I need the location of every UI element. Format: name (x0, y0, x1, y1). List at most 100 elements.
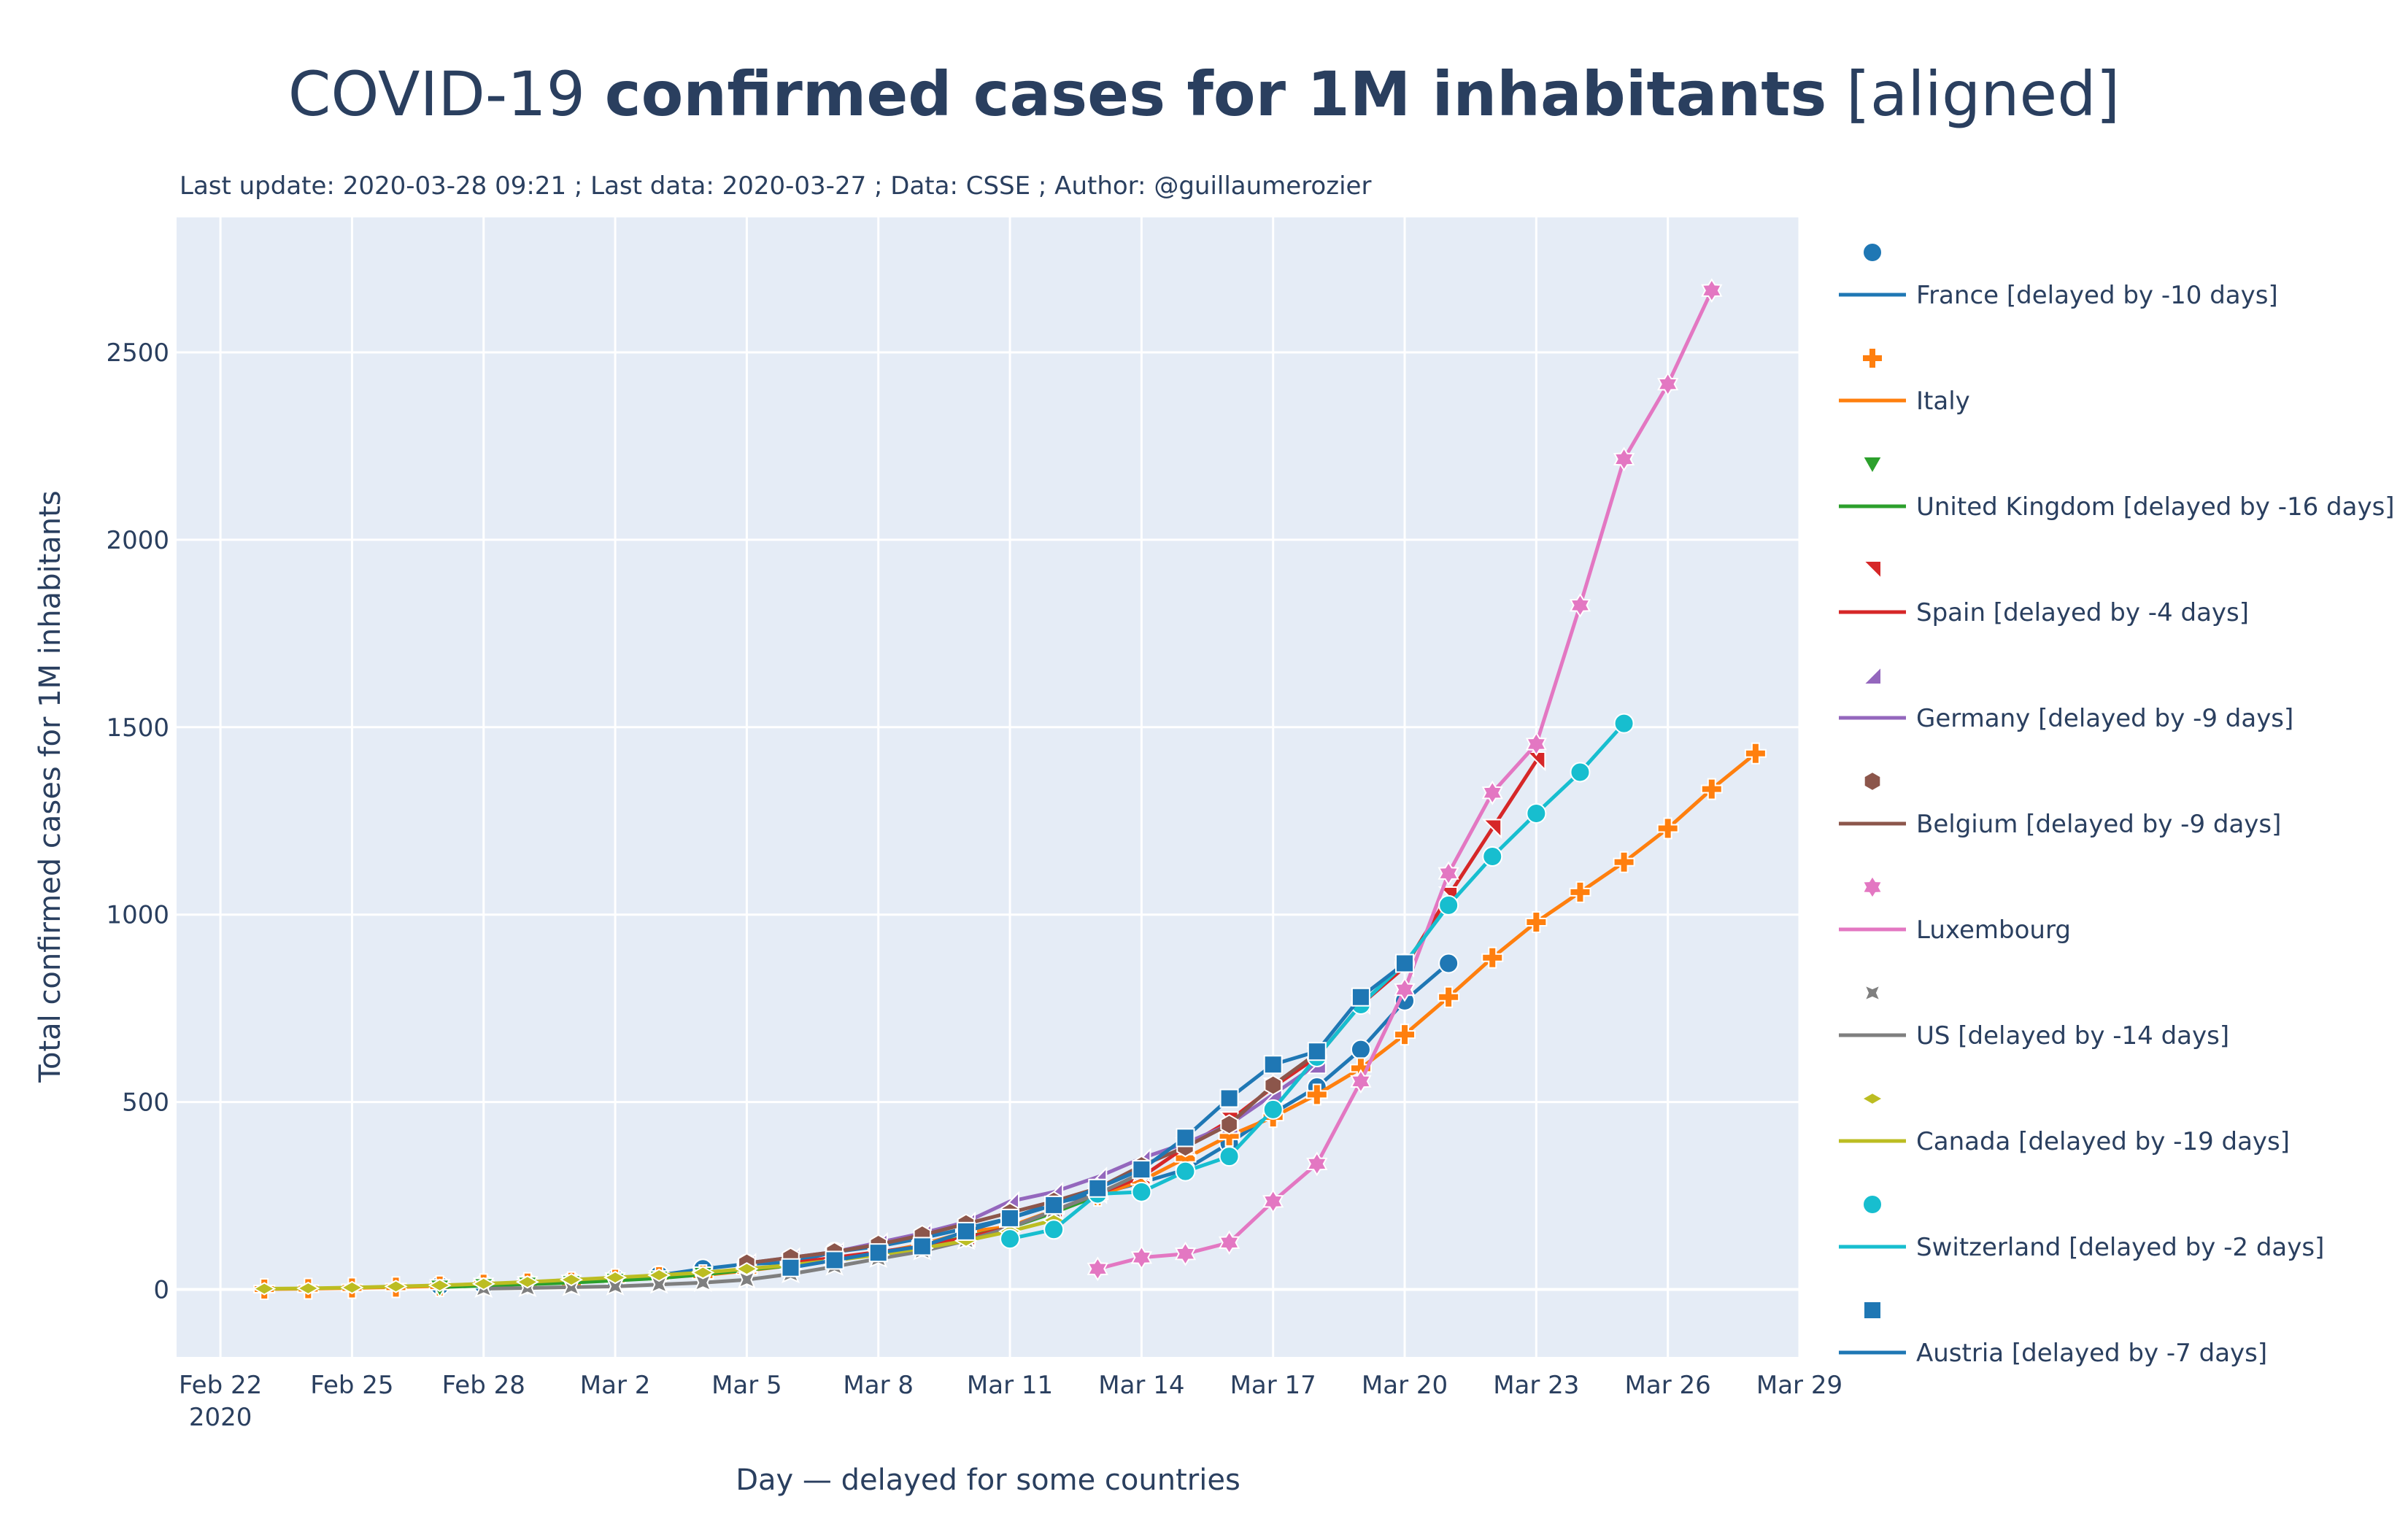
data-point (647, 1268, 671, 1283)
legend-marker (1863, 1301, 1882, 1320)
data-point (825, 1250, 844, 1270)
legend-item[interactable]: France [delayed by -10 days] (1839, 242, 2278, 310)
legend-label: Italy (1916, 387, 1970, 416)
data-point (1219, 1088, 1239, 1108)
legend-label: Belgium [delayed by -9 days] (1916, 810, 2281, 839)
legend-item[interactable]: Switzerland [delayed by -2 days] (1839, 1194, 2324, 1262)
data-point (1657, 371, 1679, 397)
data-point (1218, 1230, 1240, 1256)
x-tick-year-label: 2020 (189, 1403, 252, 1432)
data-point (737, 1270, 756, 1289)
legend-marker (1861, 347, 1883, 369)
series-6 (1087, 278, 1723, 1282)
legend-label: Switzerland [delayed by -2 days] (1916, 1233, 2324, 1262)
data-point (1306, 1151, 1328, 1177)
legend-item[interactable]: Spain [delayed by -4 days] (1839, 560, 2249, 627)
data-point (1525, 910, 1548, 933)
x-tick-label: Mar 14 (1098, 1371, 1184, 1400)
legend-label: Spain [delayed by -4 days] (1916, 598, 2249, 627)
data-point (559, 1272, 583, 1287)
data-point (1000, 1229, 1021, 1250)
x-tick-label: Feb 28 (442, 1371, 525, 1400)
data-point (471, 1277, 495, 1291)
data-point (1350, 1069, 1372, 1094)
data-point (1481, 780, 1503, 805)
y-tick-label: 0 (153, 1276, 169, 1305)
x-tick-label: Mar 8 (843, 1371, 914, 1400)
data-point (1438, 986, 1460, 1008)
data-point (1569, 592, 1591, 618)
legend-marker (1861, 875, 1883, 900)
legend-item[interactable]: Italy (1839, 347, 1970, 416)
legend-item[interactable]: Luxembourg (1839, 875, 2071, 945)
data-point (1350, 1039, 1371, 1060)
legend-marker (1863, 983, 1882, 1002)
legend-item[interactable]: Canada [delayed by -19 days] (1839, 1091, 2290, 1156)
data-point (1613, 713, 1635, 734)
legend-item[interactable]: Germany [delayed by -9 days] (1839, 665, 2293, 733)
data-point (1220, 1114, 1238, 1135)
legend-marker (1862, 1194, 1883, 1215)
data-point (1176, 1128, 1195, 1148)
chart-title-bold: confirmed cases for 1M inhabitants (605, 58, 1827, 130)
data-point (1263, 1055, 1283, 1075)
data-point (1570, 762, 1591, 783)
legend-marker (1861, 456, 1883, 476)
legend-item[interactable]: Belgium [delayed by -9 days] (1839, 770, 2281, 839)
data-point (868, 1243, 888, 1263)
y-tick-label: 1500 (106, 713, 169, 743)
legend-item[interactable]: US [delayed by -14 days] (1839, 983, 2229, 1051)
x-tick-label: Mar 26 (1625, 1371, 1711, 1400)
x-tick-label: Mar 11 (967, 1371, 1053, 1400)
data-point (340, 1280, 364, 1295)
legend-marker (1861, 665, 1882, 685)
legend-marker (1863, 770, 1882, 792)
legend-item[interactable]: United Kingdom [delayed by -16 days] (1839, 456, 2395, 522)
chart-title-suffix: [aligned] (1826, 58, 2120, 130)
legend-label: Luxembourg (1916, 916, 2071, 945)
data-point (1481, 946, 1504, 969)
legend-label: France [delayed by -10 days] (1916, 281, 2278, 310)
legend[interactable]: France [delayed by -10 days] Italy United … (1839, 242, 2395, 1368)
x-tick-label: Mar 29 (1756, 1371, 1842, 1400)
legend-marker (1861, 560, 1882, 581)
chart-subtitle: Last update: 2020-03-28 09:21 ; Last dat… (180, 171, 1371, 201)
y-tick-label: 2500 (106, 338, 169, 368)
data-point (1569, 881, 1591, 903)
data-point (1307, 1042, 1327, 1061)
y-tick-label: 500 (122, 1088, 169, 1118)
data-point (1613, 851, 1635, 873)
series-10 (781, 953, 1415, 1277)
data-point (252, 1282, 277, 1296)
data-point (1088, 1178, 1108, 1198)
data-point (1087, 1256, 1108, 1282)
x-tick-label: Mar 2 (580, 1371, 651, 1400)
legend-label: Canada [delayed by -19 days] (1916, 1127, 2290, 1156)
x-tick-label: Feb 25 (310, 1371, 393, 1400)
data-point (1000, 1208, 1020, 1228)
legend-label: US [delayed by -14 days] (1916, 1021, 2229, 1051)
x-axis-ticks: Feb 22 2020 Feb 25 Feb 28 Mar 2 Mar 5 Mar 8 Mar… (179, 1371, 1842, 1432)
data-point (691, 1266, 715, 1280)
x-tick-label: Feb 22 (179, 1371, 262, 1400)
legend-label: Austria [delayed by -7 days] (1916, 1339, 2267, 1368)
data-point (428, 1278, 452, 1293)
data-point (1262, 1188, 1284, 1214)
x-tick-label: Mar 5 (711, 1371, 782, 1400)
data-point (1481, 819, 1502, 839)
data-point (384, 1280, 408, 1293)
data-point (1438, 894, 1459, 916)
data-point (1132, 1160, 1151, 1180)
legend-item[interactable]: Austria [delayed by -7 days] (1839, 1301, 2267, 1368)
data-point (1395, 953, 1415, 973)
data-point (1394, 977, 1416, 1002)
data-point (735, 1262, 759, 1276)
data-point (1043, 1219, 1065, 1240)
data-point (1219, 1146, 1240, 1167)
series-layer (252, 278, 1767, 1300)
chart-title: COVID-19 confirmed cases for 1M inhabita… (288, 58, 2120, 130)
y-axis-label: Total confirmed cases for 1M inhabitants (34, 490, 67, 1083)
data-point (1044, 1195, 1064, 1215)
data-point (1438, 953, 1459, 974)
